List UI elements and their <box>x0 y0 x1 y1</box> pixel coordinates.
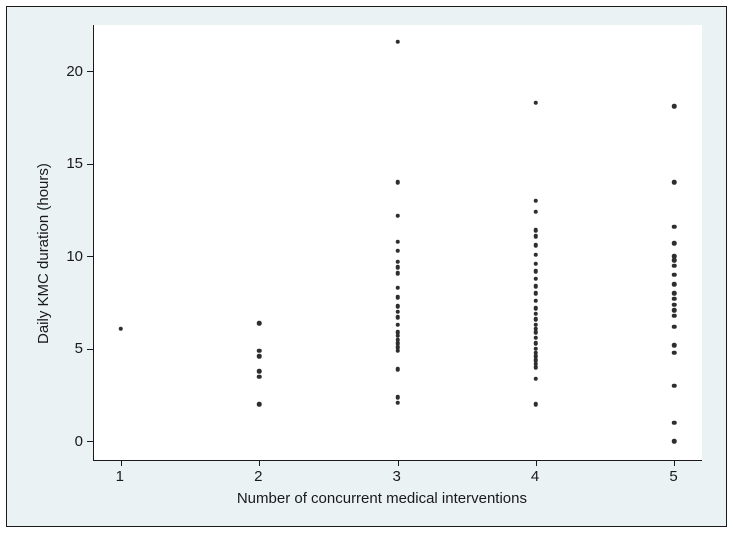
x-tick <box>536 460 537 466</box>
data-point <box>672 282 677 287</box>
data-point <box>672 324 677 329</box>
data-point <box>257 402 262 407</box>
y-axis-label: Daily KMC duration (hours) <box>35 163 52 344</box>
data-point <box>672 297 677 302</box>
data-point <box>534 323 539 328</box>
x-tick-label: 1 <box>116 468 124 485</box>
data-point <box>534 243 539 248</box>
x-tick-label: 4 <box>531 468 539 485</box>
data-point <box>534 312 539 317</box>
y-tick <box>87 441 93 442</box>
data-point <box>395 323 400 328</box>
data-point <box>672 263 677 268</box>
y-tick-label: 5 <box>53 340 83 357</box>
data-point <box>534 306 539 311</box>
data-point <box>672 225 677 230</box>
data-point <box>672 241 677 246</box>
data-point <box>672 421 677 426</box>
y-axis-line <box>93 25 94 460</box>
data-point <box>672 350 677 355</box>
data-point <box>395 180 400 185</box>
data-point <box>534 269 539 274</box>
data-point <box>257 354 262 359</box>
data-point <box>534 317 539 322</box>
data-point <box>395 315 400 320</box>
data-point <box>395 260 400 265</box>
data-point <box>672 384 677 389</box>
x-tick-label: 5 <box>669 468 677 485</box>
data-point <box>672 273 677 278</box>
data-point <box>395 400 400 405</box>
data-point <box>118 326 123 331</box>
data-point <box>534 299 539 304</box>
data-point <box>395 271 400 276</box>
x-tick <box>121 460 122 466</box>
data-point <box>395 310 400 315</box>
data-point <box>534 210 539 215</box>
data-point <box>534 284 539 289</box>
y-tick-label: 0 <box>53 433 83 450</box>
y-tick-label: 15 <box>53 155 83 172</box>
data-point <box>534 100 539 105</box>
data-point <box>257 374 262 379</box>
data-point <box>395 249 400 254</box>
y-tick-label: 10 <box>53 248 83 265</box>
data-point <box>672 180 677 185</box>
data-point <box>672 308 677 313</box>
data-point <box>395 213 400 218</box>
y-tick-label: 20 <box>53 63 83 80</box>
data-point <box>257 349 262 354</box>
x-tick-label: 3 <box>393 468 401 485</box>
data-point <box>395 295 400 300</box>
data-point <box>534 262 539 267</box>
y-tick <box>87 256 93 257</box>
data-point <box>534 336 539 341</box>
data-point <box>257 369 262 374</box>
data-point <box>672 302 677 307</box>
data-point <box>534 234 539 239</box>
data-point <box>395 304 400 309</box>
data-point <box>395 239 400 244</box>
data-point <box>672 291 677 296</box>
data-point <box>395 395 400 400</box>
data-point <box>534 291 539 296</box>
x-tick <box>674 460 675 466</box>
chart-frame: 1 2 3 4 5 0 5 10 15 20 Daily KMC duration (hours)… <box>0 0 733 533</box>
data-point <box>395 265 400 270</box>
data-point <box>395 330 400 335</box>
data-point <box>534 228 539 233</box>
x-tick <box>259 460 260 466</box>
x-tick-label: 2 <box>254 468 262 485</box>
data-point <box>395 286 400 291</box>
data-point <box>534 341 539 346</box>
x-axis-label: Number of concurrent medical interventio… <box>237 490 527 507</box>
data-point <box>672 343 677 348</box>
data-point <box>534 252 539 257</box>
y-tick <box>87 349 93 350</box>
y-tick <box>87 71 93 72</box>
plot-outer: 1 2 3 4 5 0 5 10 15 20 Daily KMC duration (hours)… <box>6 6 727 527</box>
data-point <box>672 439 677 444</box>
data-point <box>534 276 539 281</box>
y-tick <box>87 164 93 165</box>
data-point <box>672 313 677 318</box>
x-tick <box>398 460 399 466</box>
data-point <box>257 321 262 326</box>
data-point <box>534 347 539 352</box>
data-point <box>534 199 539 204</box>
data-point <box>672 254 677 259</box>
data-point <box>534 402 539 407</box>
data-point <box>534 376 539 381</box>
data-point <box>672 104 677 109</box>
data-point <box>395 367 400 372</box>
data-point <box>395 39 400 44</box>
